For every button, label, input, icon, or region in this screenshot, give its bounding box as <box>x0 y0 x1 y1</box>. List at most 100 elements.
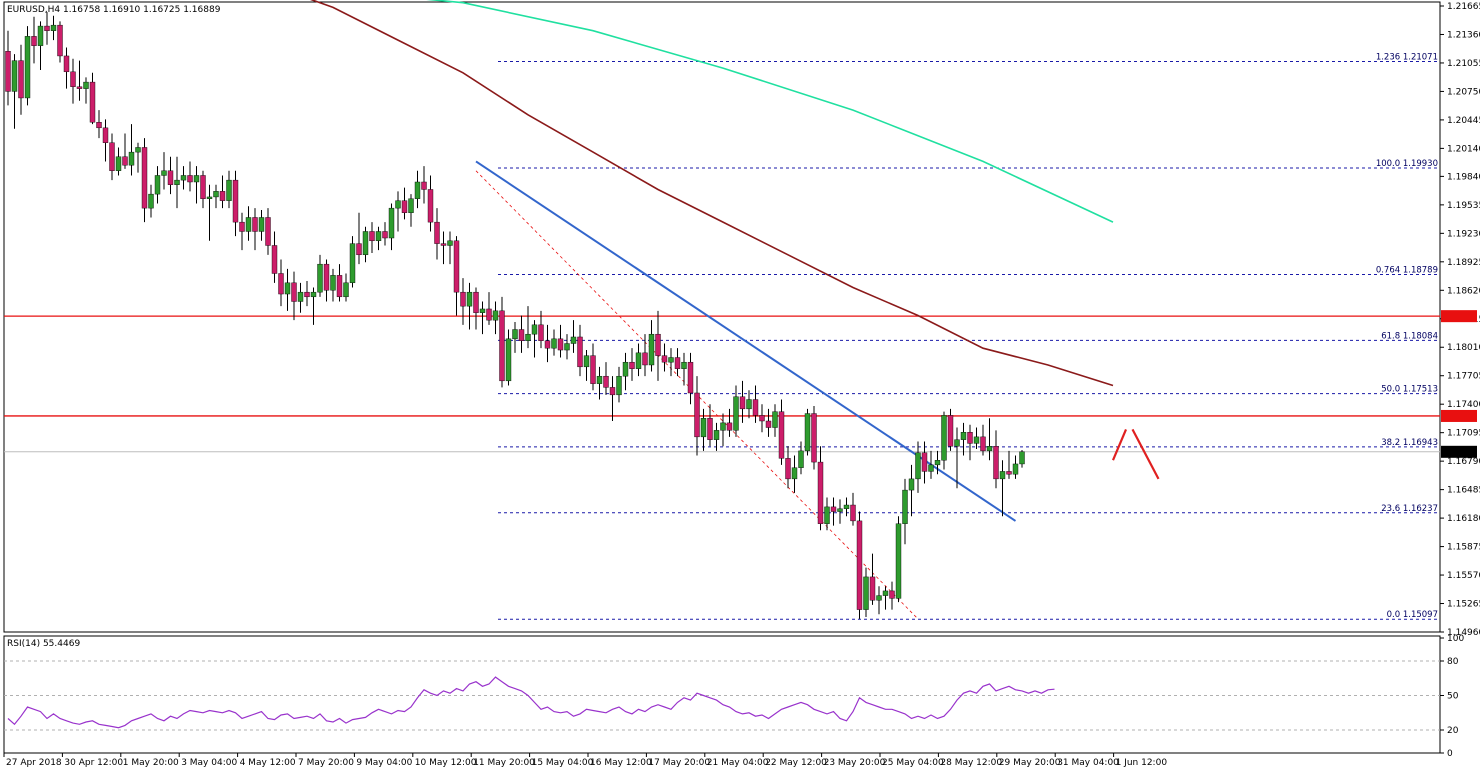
bullish-candle <box>954 439 960 447</box>
bearish-candle <box>811 413 817 463</box>
bullish-candle <box>668 357 674 363</box>
price-tick-label: 1.15875 <box>1447 543 1480 553</box>
bearish-candle <box>187 175 193 183</box>
bearish-candle <box>661 355 668 363</box>
bearish-candle <box>889 590 895 599</box>
bearish-candle <box>434 221 440 244</box>
bearish-candle <box>603 375 609 388</box>
bullish-candle <box>447 240 453 246</box>
rsi-header: RSI(14) 55.4469 <box>7 639 80 649</box>
bearish-candle <box>785 458 791 480</box>
bullish-candle <box>349 243 356 284</box>
bullish-candle <box>226 179 232 201</box>
bullish-candle <box>837 508 843 512</box>
rsi-tick-label: 100 <box>1447 634 1464 644</box>
bearish-candle <box>817 461 824 524</box>
price-tick-label: 1.16485 <box>1447 486 1480 496</box>
price-tick-label: 1.18925 <box>1447 258 1480 268</box>
bearish-candle <box>1006 471 1012 475</box>
bullish-candle <box>531 324 538 335</box>
bearish-candle <box>356 243 362 256</box>
bearish-candle <box>89 81 96 123</box>
price-tick-label: 1.21055 <box>1447 59 1480 69</box>
price-tick-label: 1.20140 <box>1447 144 1480 154</box>
bearish-candle <box>674 357 681 369</box>
bearish-candle <box>96 122 102 129</box>
bearish-candle <box>655 333 661 356</box>
bearish-candle <box>869 576 876 601</box>
bullish-candle <box>902 489 908 524</box>
bearish-candle <box>252 217 258 232</box>
bullish-candle <box>148 193 154 209</box>
price-tick-label: 1.21665 <box>1447 2 1480 12</box>
bullish-candle <box>720 422 726 431</box>
bullish-candle <box>245 217 252 232</box>
bearish-candle <box>31 36 37 46</box>
bullish-candle <box>583 355 590 368</box>
bullish-candle <box>512 329 518 340</box>
bullish-candle <box>616 375 622 396</box>
bullish-candle <box>174 179 180 185</box>
lower-resistance-tag-box <box>1441 409 1477 422</box>
bearish-candle <box>421 181 427 190</box>
bullish-candle <box>928 464 934 472</box>
bullish-candle <box>1012 463 1019 475</box>
bullish-candle <box>1019 451 1025 465</box>
bullish-candle <box>284 282 291 295</box>
bearish-candle <box>778 411 785 459</box>
bearish-candle <box>219 191 226 201</box>
fib-label: 100.0 1.19930 <box>1376 159 1438 169</box>
bearish-candle <box>707 417 713 440</box>
time-tick-label: 9 May 04:00 <box>356 758 412 768</box>
bearish-candle <box>44 25 50 31</box>
bullish-candle <box>960 432 967 440</box>
time-tick-label: 27 Apr 2018 <box>6 758 62 768</box>
current-price-tag-box <box>1441 445 1477 458</box>
resistance-lines <box>4 315 1440 453</box>
bearish-candle <box>63 55 70 73</box>
time-tick-label: 31 May 04:00 <box>1057 758 1119 768</box>
bullish-candle <box>733 396 739 431</box>
bearish-candle <box>5 51 11 92</box>
bearish-candle <box>609 387 616 396</box>
time-tick-label: 4 May 12:00 <box>240 758 296 768</box>
bearish-candle <box>200 175 206 199</box>
bullish-candle <box>128 151 135 166</box>
bullish-candle <box>310 291 317 298</box>
time-tick-label: 11 May 20:00 <box>473 758 535 768</box>
price-tick-label: 1.14960 <box>1447 628 1480 638</box>
time-tick-label: 28 May 12:00 <box>940 758 1002 768</box>
bullish-candle <box>843 504 850 509</box>
time-tick-label: 1 Jun 12:00 <box>1116 758 1168 768</box>
rsi-indicator <box>4 660 1440 731</box>
bearish-candle <box>759 415 765 422</box>
bearish-candle <box>486 308 492 321</box>
bearish-candle <box>440 243 447 246</box>
bearish-candle <box>850 504 856 522</box>
price-tick-label: 1.17095 <box>1447 429 1480 439</box>
bullish-candle <box>915 452 921 480</box>
bullish-candle <box>161 170 167 176</box>
fib-label: 0.764 1.18789 <box>1376 266 1438 276</box>
bullish-candle <box>414 181 421 199</box>
bearish-candle <box>18 60 24 99</box>
fib-label: 23.6 1.16237 <box>1381 504 1438 514</box>
time-axis: 27 Apr 2018 30 Apr 12:00 1 May 20:00 3 May … <box>3 753 1168 768</box>
bearish-candle <box>856 520 863 610</box>
price-tick-label: 1.17705 <box>1447 372 1480 382</box>
time-tick-label: 21 May 04:00 <box>707 758 769 768</box>
bearish-candle <box>830 506 837 512</box>
fib-label: 61.8 1.18084 <box>1381 331 1438 341</box>
bearish-candle <box>739 396 746 410</box>
price-axis: 1.21665 1.21360 1.21055 1.20750 1.20445 1.201… <box>1440 2 1480 638</box>
bullish-candle <box>596 375 603 384</box>
bullish-candle <box>746 399 752 410</box>
time-tick-label: 3 May 04:00 <box>181 758 237 768</box>
moving-average-line <box>310 0 1114 387</box>
bearish-candle <box>726 422 733 431</box>
price-tick-label: 1.16180 <box>1447 514 1480 524</box>
fib-label: 0.0 1.15097 <box>1387 610 1438 620</box>
fib-label: 38.2 1.16943 <box>1381 438 1438 448</box>
bearish-candle <box>369 231 375 242</box>
time-tick-label: 22 May 12:00 <box>765 758 827 768</box>
